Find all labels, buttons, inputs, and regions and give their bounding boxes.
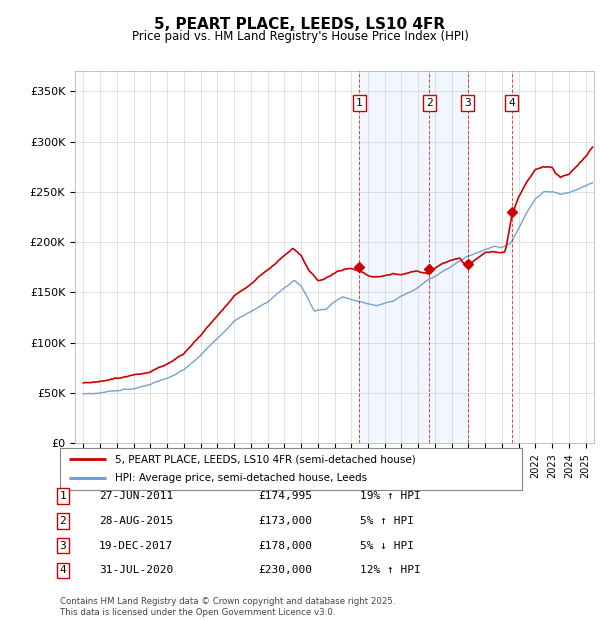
Text: 2: 2 <box>426 98 433 108</box>
Text: 4: 4 <box>508 98 515 108</box>
Text: £230,000: £230,000 <box>258 565 312 575</box>
Text: 5, PEART PLACE, LEEDS, LS10 4FR (semi-detached house): 5, PEART PLACE, LEEDS, LS10 4FR (semi-de… <box>115 454 416 464</box>
Text: 27-JUN-2011: 27-JUN-2011 <box>99 491 173 501</box>
Text: £173,000: £173,000 <box>258 516 312 526</box>
Text: 12% ↑ HPI: 12% ↑ HPI <box>360 565 421 575</box>
Text: 5, PEART PLACE, LEEDS, LS10 4FR: 5, PEART PLACE, LEEDS, LS10 4FR <box>154 17 446 32</box>
Text: 19% ↑ HPI: 19% ↑ HPI <box>360 491 421 501</box>
Text: 31-JUL-2020: 31-JUL-2020 <box>99 565 173 575</box>
Text: Contains HM Land Registry data © Crown copyright and database right 2025.
This d: Contains HM Land Registry data © Crown c… <box>60 598 395 617</box>
Text: 19-DEC-2017: 19-DEC-2017 <box>99 541 173 551</box>
Text: 3: 3 <box>464 98 471 108</box>
Text: 28-AUG-2015: 28-AUG-2015 <box>99 516 173 526</box>
Text: 5% ↓ HPI: 5% ↓ HPI <box>360 541 414 551</box>
Bar <box>359 71 468 443</box>
Text: Price paid vs. HM Land Registry's House Price Index (HPI): Price paid vs. HM Land Registry's House … <box>131 30 469 43</box>
Text: £174,995: £174,995 <box>258 491 312 501</box>
Text: £178,000: £178,000 <box>258 541 312 551</box>
Text: 2: 2 <box>59 516 67 526</box>
Text: HPI: Average price, semi-detached house, Leeds: HPI: Average price, semi-detached house,… <box>115 474 368 484</box>
Text: 5% ↑ HPI: 5% ↑ HPI <box>360 516 414 526</box>
Text: 1: 1 <box>59 491 67 501</box>
Text: 4: 4 <box>59 565 67 575</box>
Text: 1: 1 <box>356 98 363 108</box>
Text: 3: 3 <box>59 541 67 551</box>
